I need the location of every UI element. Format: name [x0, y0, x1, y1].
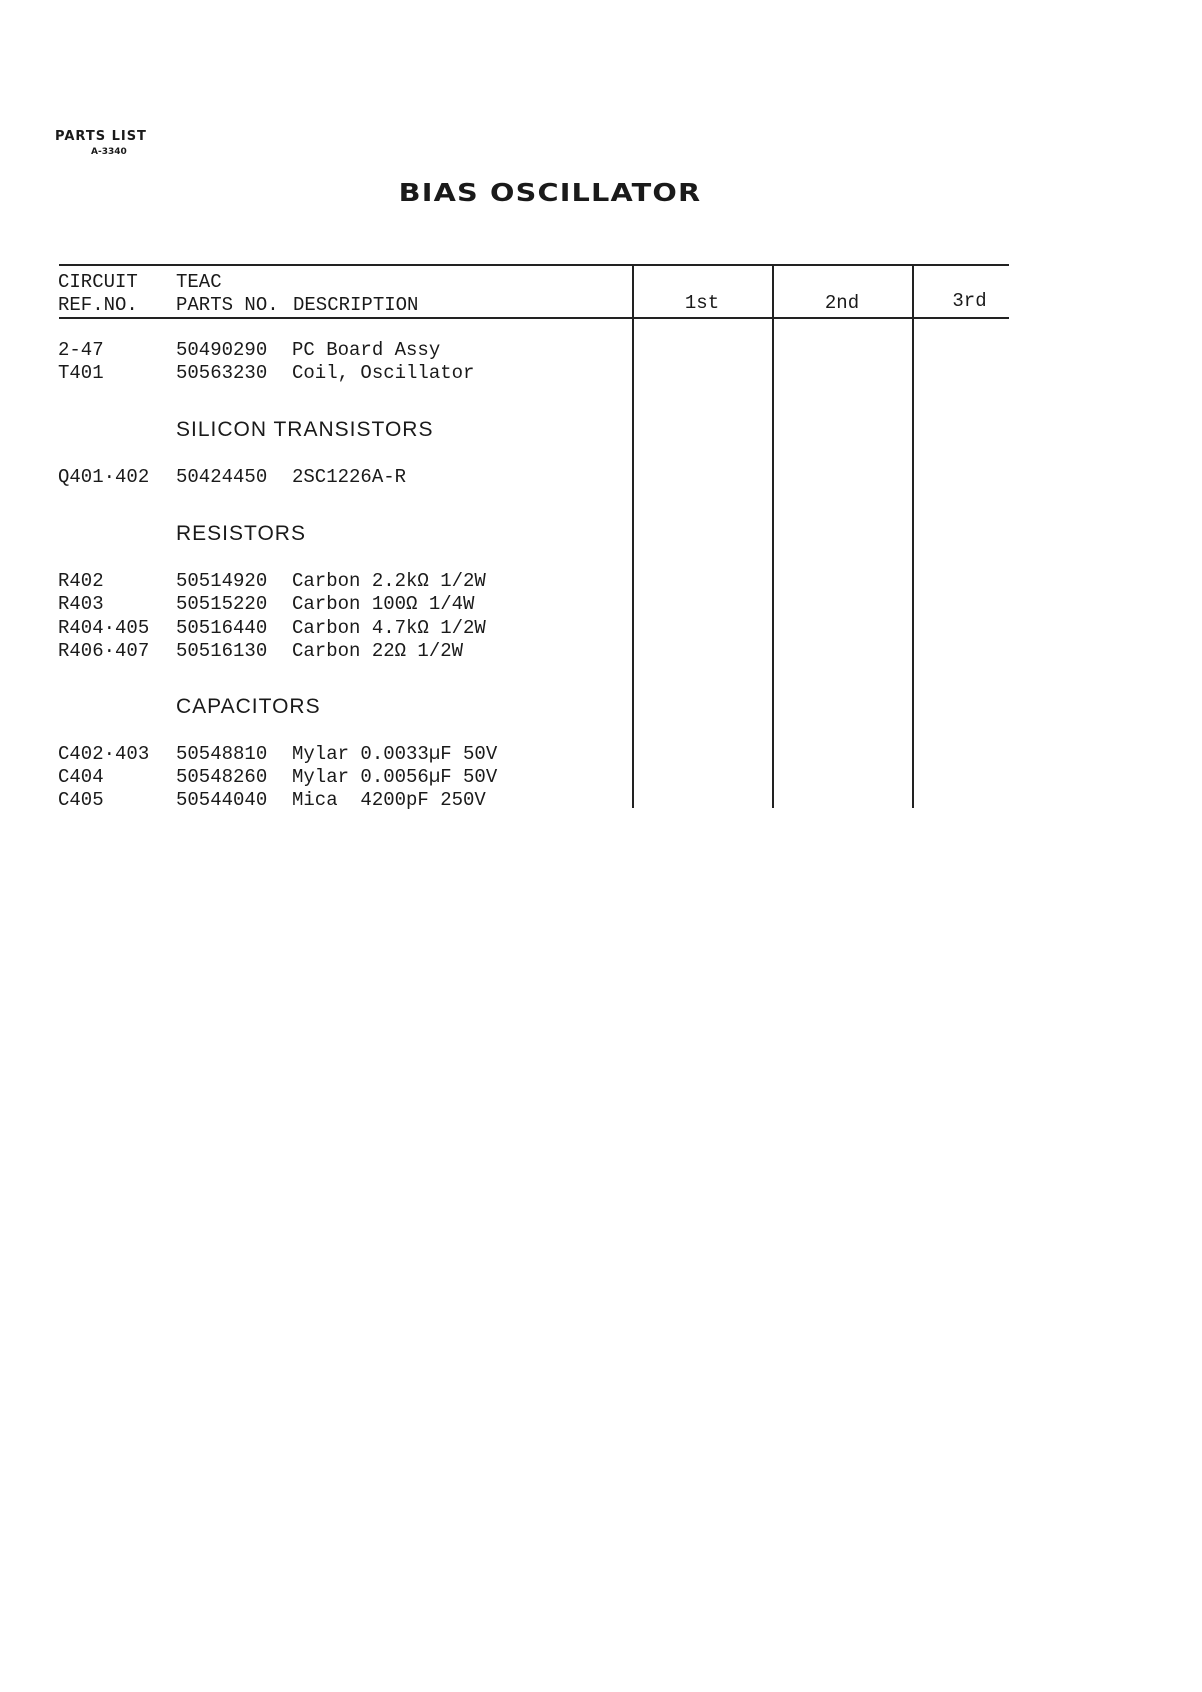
table-cell-part: 50563230 — [176, 362, 268, 384]
table-cell-part: 50514920 — [176, 570, 268, 592]
header-2nd: 2nd — [824, 292, 860, 314]
section-heading: SILICON TRANSISTORS — [176, 418, 434, 441]
table-cell-part: 50516440 — [176, 617, 268, 639]
header-description: DESCRIPTION — [293, 294, 419, 316]
table-cell-part: 50490290 — [176, 339, 268, 361]
section-heading: RESISTORS — [176, 522, 306, 545]
table-cell-desc: Carbon 100Ω 1/4W — [292, 593, 475, 615]
table-cell-part: 50544040 — [176, 789, 268, 811]
table-cell-ref: 2-47 — [58, 339, 104, 361]
table-cell-ref: R406·407 — [58, 640, 150, 662]
table-cell-desc: PC Board Assy — [292, 339, 441, 361]
header-ref-line1: CIRCUIT — [58, 271, 138, 293]
table-cell-desc: Carbon 22Ω 1/2W — [292, 640, 464, 662]
table-cell-part: 50515220 — [176, 593, 268, 615]
table-header-rule — [59, 317, 1009, 319]
table-cell-ref: C405 — [58, 789, 104, 811]
parts-list-label: PARTS LIST — [55, 129, 147, 144]
header-parts-line1: TEAC — [176, 271, 222, 293]
table-cell-part: 50424450 — [176, 466, 268, 488]
section-heading: CAPACITORS — [176, 695, 321, 718]
table-cell-ref: R402 — [58, 570, 104, 592]
table-top-rule — [59, 264, 1009, 266]
table-cell-ref: R403 — [58, 593, 104, 615]
table-cell-ref: C402·403 — [58, 743, 150, 765]
table-cell-desc: 2SC1226A-R — [292, 466, 407, 488]
table-cell-ref: Q401·402 — [58, 466, 150, 488]
document-code: A-3340 — [91, 147, 127, 157]
table-cell-ref: R404·405 — [58, 617, 150, 639]
table-cell-part: 50548260 — [176, 766, 268, 788]
header-3rd: 3rd — [952, 290, 987, 312]
table-cell-desc: Mylar 0.0056µF 50V — [292, 766, 498, 788]
table-cell-part: 50516130 — [176, 640, 268, 662]
header-parts-line2: PARTS NO. — [176, 294, 279, 316]
table-cell-desc: Carbon 2.2kΩ 1/2W — [292, 570, 486, 592]
header-1st: 1st — [684, 292, 720, 314]
table-cell-part: 50548810 — [176, 743, 268, 765]
table-cell-desc: Coil, Oscillator — [292, 362, 475, 384]
table-cell-ref: C404 — [58, 766, 104, 788]
table-cell-desc: Carbon 4.7kΩ 1/2W — [292, 617, 486, 639]
column-divider — [772, 264, 774, 808]
table-cell-desc: Mica 4200pF 250V — [292, 789, 486, 811]
header-ref-line2: REF.NO. — [58, 294, 138, 316]
page-title: BIAS OSCILLATOR — [398, 178, 702, 207]
column-divider — [912, 264, 914, 808]
table-cell-ref: T401 — [58, 362, 104, 384]
column-divider — [632, 264, 634, 808]
table-cell-desc: Mylar 0.0033µF 50V — [292, 743, 498, 765]
